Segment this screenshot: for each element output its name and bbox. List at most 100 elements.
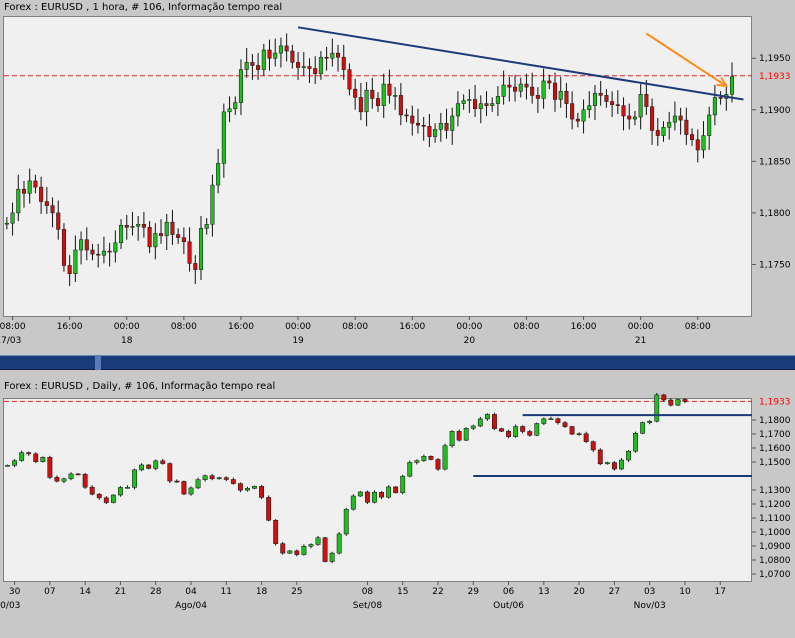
candle-body [16,188,21,214]
candle-body [322,537,328,562]
candle-body [341,56,346,70]
candle-body [506,430,511,437]
x-tick-label: 08:00 [0,322,26,332]
candle-body [233,102,238,110]
candle-body [400,475,406,493]
candle-body [569,426,575,435]
y-tick-label: 1,1300 [759,486,791,496]
candle-body [393,486,399,493]
candle-body [541,80,546,99]
hourly-chart-pane[interactable]: Forex : EURUSD , 1 hora, # 106, Informaç… [0,0,795,355]
y-tick-label: 1,0800 [759,556,791,566]
candle-body [484,414,490,420]
x-date-label: Out/06 [493,601,524,611]
daily-chart-title: Forex : EURUSD , Daily, # 106, Informaçã… [4,381,276,392]
candle-body [221,111,226,164]
candle-body [167,463,173,482]
candle-body [245,488,250,491]
candle-body [524,83,529,88]
daily-chart-pane[interactable]: Forex : EURUSD , Daily, # 106, Informaçã… [0,379,795,638]
candle-body [124,225,129,228]
x-tick-label: 04 [185,587,197,597]
candle-body [379,491,384,498]
candle-body [237,483,243,491]
y-tick-label: 1,1850 [759,157,791,167]
x-tick-label: 18 [256,587,268,597]
candle-body [181,481,187,495]
candle-body [296,62,301,68]
candle-body [202,475,208,480]
candle-body [107,250,112,253]
candle-body [256,65,261,70]
y-tick-label: 1,1600 [759,444,791,454]
x-tick-label: 06 [503,587,515,597]
candle-body [495,96,500,104]
candle-body [82,474,88,488]
candle-body [449,431,455,447]
hourly-plot-area[interactable] [3,16,752,317]
x-date-label: 20 [464,336,476,346]
candle-body [79,239,84,251]
candle-body [410,115,415,124]
candle-body [119,225,124,244]
candle-body [581,109,586,122]
candle-body [358,97,363,113]
candle-body [273,519,279,544]
candle-body [490,103,495,106]
x-tick-label: 25 [291,587,302,597]
candle-body [470,425,476,429]
y-tick-label: 1,1700 [759,430,791,440]
candle-body [284,45,289,52]
x-tick-label: 16:00 [399,322,425,332]
candle-body [33,453,39,462]
candle-body [141,223,146,228]
splitter-scrollbar[interactable] [0,355,795,370]
candle-body [484,103,489,106]
candle-body [68,473,74,480]
candle-body [315,537,321,545]
candle-body [308,544,314,547]
splitter-handle[interactable] [95,355,101,370]
daily-plot-area[interactable] [3,398,752,582]
x-tick-label: 28 [150,587,162,597]
x-tick-label: 00:00 [628,322,654,332]
y-tick-label: 1,1900 [759,106,791,116]
candle-body [463,428,469,441]
candle-body [675,399,681,406]
candle-body [21,188,27,194]
candle-body [294,550,300,555]
candle-body [619,459,624,470]
candle-body [421,456,427,461]
candle-body [640,422,646,434]
candle-body [132,469,137,488]
candle-body [47,456,53,478]
candle-body [678,115,683,121]
candle-body [193,263,198,270]
candle-body [160,460,166,464]
candle-body [357,491,363,497]
y-tick-label: 1,1950 [759,54,791,64]
candle-body [353,88,358,98]
candle-body [555,418,561,423]
candle-body [398,95,403,116]
candle-body [139,464,145,471]
candle-body [350,495,356,510]
candle-body [324,56,329,59]
candle-body [136,223,141,227]
candle-body [336,52,341,58]
x-date-label: Ago/04 [175,601,207,611]
candle-body [90,249,95,255]
x-tick-label: 07 [44,587,55,597]
x-tick-label: 08 [362,587,374,597]
candle-body [387,83,392,96]
x-tick-label: 16:00 [571,322,597,332]
candle-body [44,201,49,206]
hourly-candlestick-chart[interactable]: 1,1950 1,1900 1,1850 1,1800 1,1750 08:00 16:00… [0,0,795,355]
resistance-trendline [297,26,744,101]
x-tick-label: 16:00 [228,322,254,332]
candle-body [287,550,293,554]
pane-splitter[interactable] [0,355,795,379]
daily-candlestick-chart[interactable]: 1,1800 1,1700 1,1600 1,1500 1,1300 1,1200 1,11… [0,379,795,638]
candle-body [499,428,504,432]
candle-body [415,122,420,126]
